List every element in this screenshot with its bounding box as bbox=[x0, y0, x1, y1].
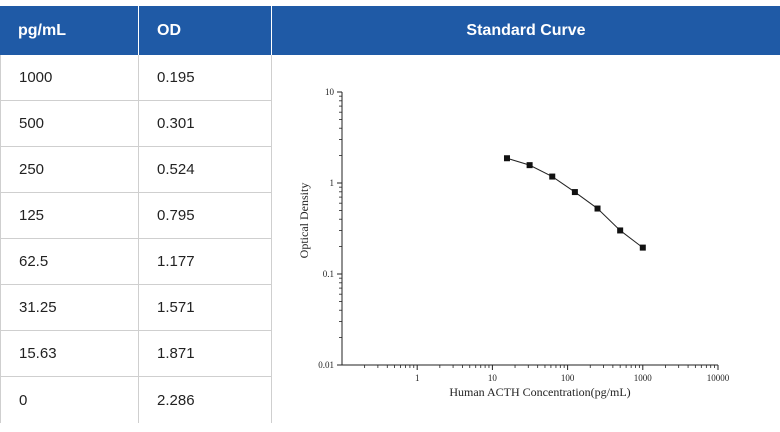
concentration-cell: 1000 bbox=[0, 55, 138, 100]
y-tick-label: 0.1 bbox=[323, 269, 334, 279]
y-tick-label: 10 bbox=[325, 87, 335, 97]
od-cell: 1.177 bbox=[138, 239, 272, 284]
column-header-standard-curve: Standard Curve bbox=[272, 6, 780, 55]
data-point bbox=[594, 205, 601, 212]
od-cell: 1.571 bbox=[138, 285, 272, 330]
x-tick-label: 1000 bbox=[634, 373, 653, 383]
table-row: 1000 0.195 bbox=[0, 55, 272, 101]
od-cell: 0.195 bbox=[138, 55, 272, 100]
table-row: 15.63 1.871 bbox=[0, 331, 272, 377]
concentration-cell: 15.63 bbox=[0, 331, 138, 376]
y-tick-label: 0.01 bbox=[318, 360, 334, 370]
y-axis-label: Optical Density bbox=[297, 183, 311, 259]
x-tick-label: 100 bbox=[561, 373, 575, 383]
data-point bbox=[639, 244, 646, 251]
x-tick-label: 10 bbox=[488, 373, 498, 383]
chart-area: 10 1 0.1 0.01 1 10 100 1000 10000 Human ACTH Conc… bbox=[272, 55, 780, 427]
x-axis-label: Human ACTH Concentration(pg/mL) bbox=[449, 385, 630, 399]
od-cell: 1.871 bbox=[138, 331, 272, 376]
column-header-concentration: pg/mL bbox=[0, 6, 138, 55]
table-row: 250 0.524 bbox=[0, 147, 272, 193]
table-row: 62.5 1.177 bbox=[0, 239, 272, 285]
column-header-od: OD bbox=[139, 6, 271, 55]
concentration-cell: 500 bbox=[0, 101, 138, 146]
od-cell: 0.795 bbox=[138, 193, 272, 238]
data-table: 1000 0.195 500 0.301 250 0.524 125 0.795… bbox=[0, 55, 272, 423]
od-cell: 0.301 bbox=[138, 101, 272, 146]
data-point bbox=[549, 173, 556, 180]
data-point bbox=[503, 155, 510, 162]
concentration-cell: 250 bbox=[0, 147, 138, 192]
concentration-cell: 0 bbox=[0, 377, 138, 423]
x-tick-label: 10000 bbox=[707, 373, 730, 383]
data-point bbox=[571, 189, 578, 196]
series-line bbox=[506, 157, 644, 249]
concentration-cell: 31.25 bbox=[0, 285, 138, 330]
data-point bbox=[526, 162, 533, 169]
table-row: 0 2.286 bbox=[0, 377, 272, 423]
od-cell: 2.286 bbox=[138, 377, 272, 423]
od-cell: 0.524 bbox=[138, 147, 272, 192]
data-point bbox=[617, 227, 624, 234]
table-row: 500 0.301 bbox=[0, 101, 272, 147]
concentration-cell: 125 bbox=[0, 193, 138, 238]
table-row: 125 0.795 bbox=[0, 193, 272, 239]
y-tick-label: 1 bbox=[330, 178, 335, 188]
x-tick-label: 1 bbox=[415, 373, 420, 383]
concentration-cell: 62.5 bbox=[0, 239, 138, 284]
standard-curve-chart: 10 1 0.1 0.01 1 10 100 1000 10000 Human ACTH Conc… bbox=[297, 87, 730, 399]
table-row: 31.25 1.571 bbox=[0, 285, 272, 331]
